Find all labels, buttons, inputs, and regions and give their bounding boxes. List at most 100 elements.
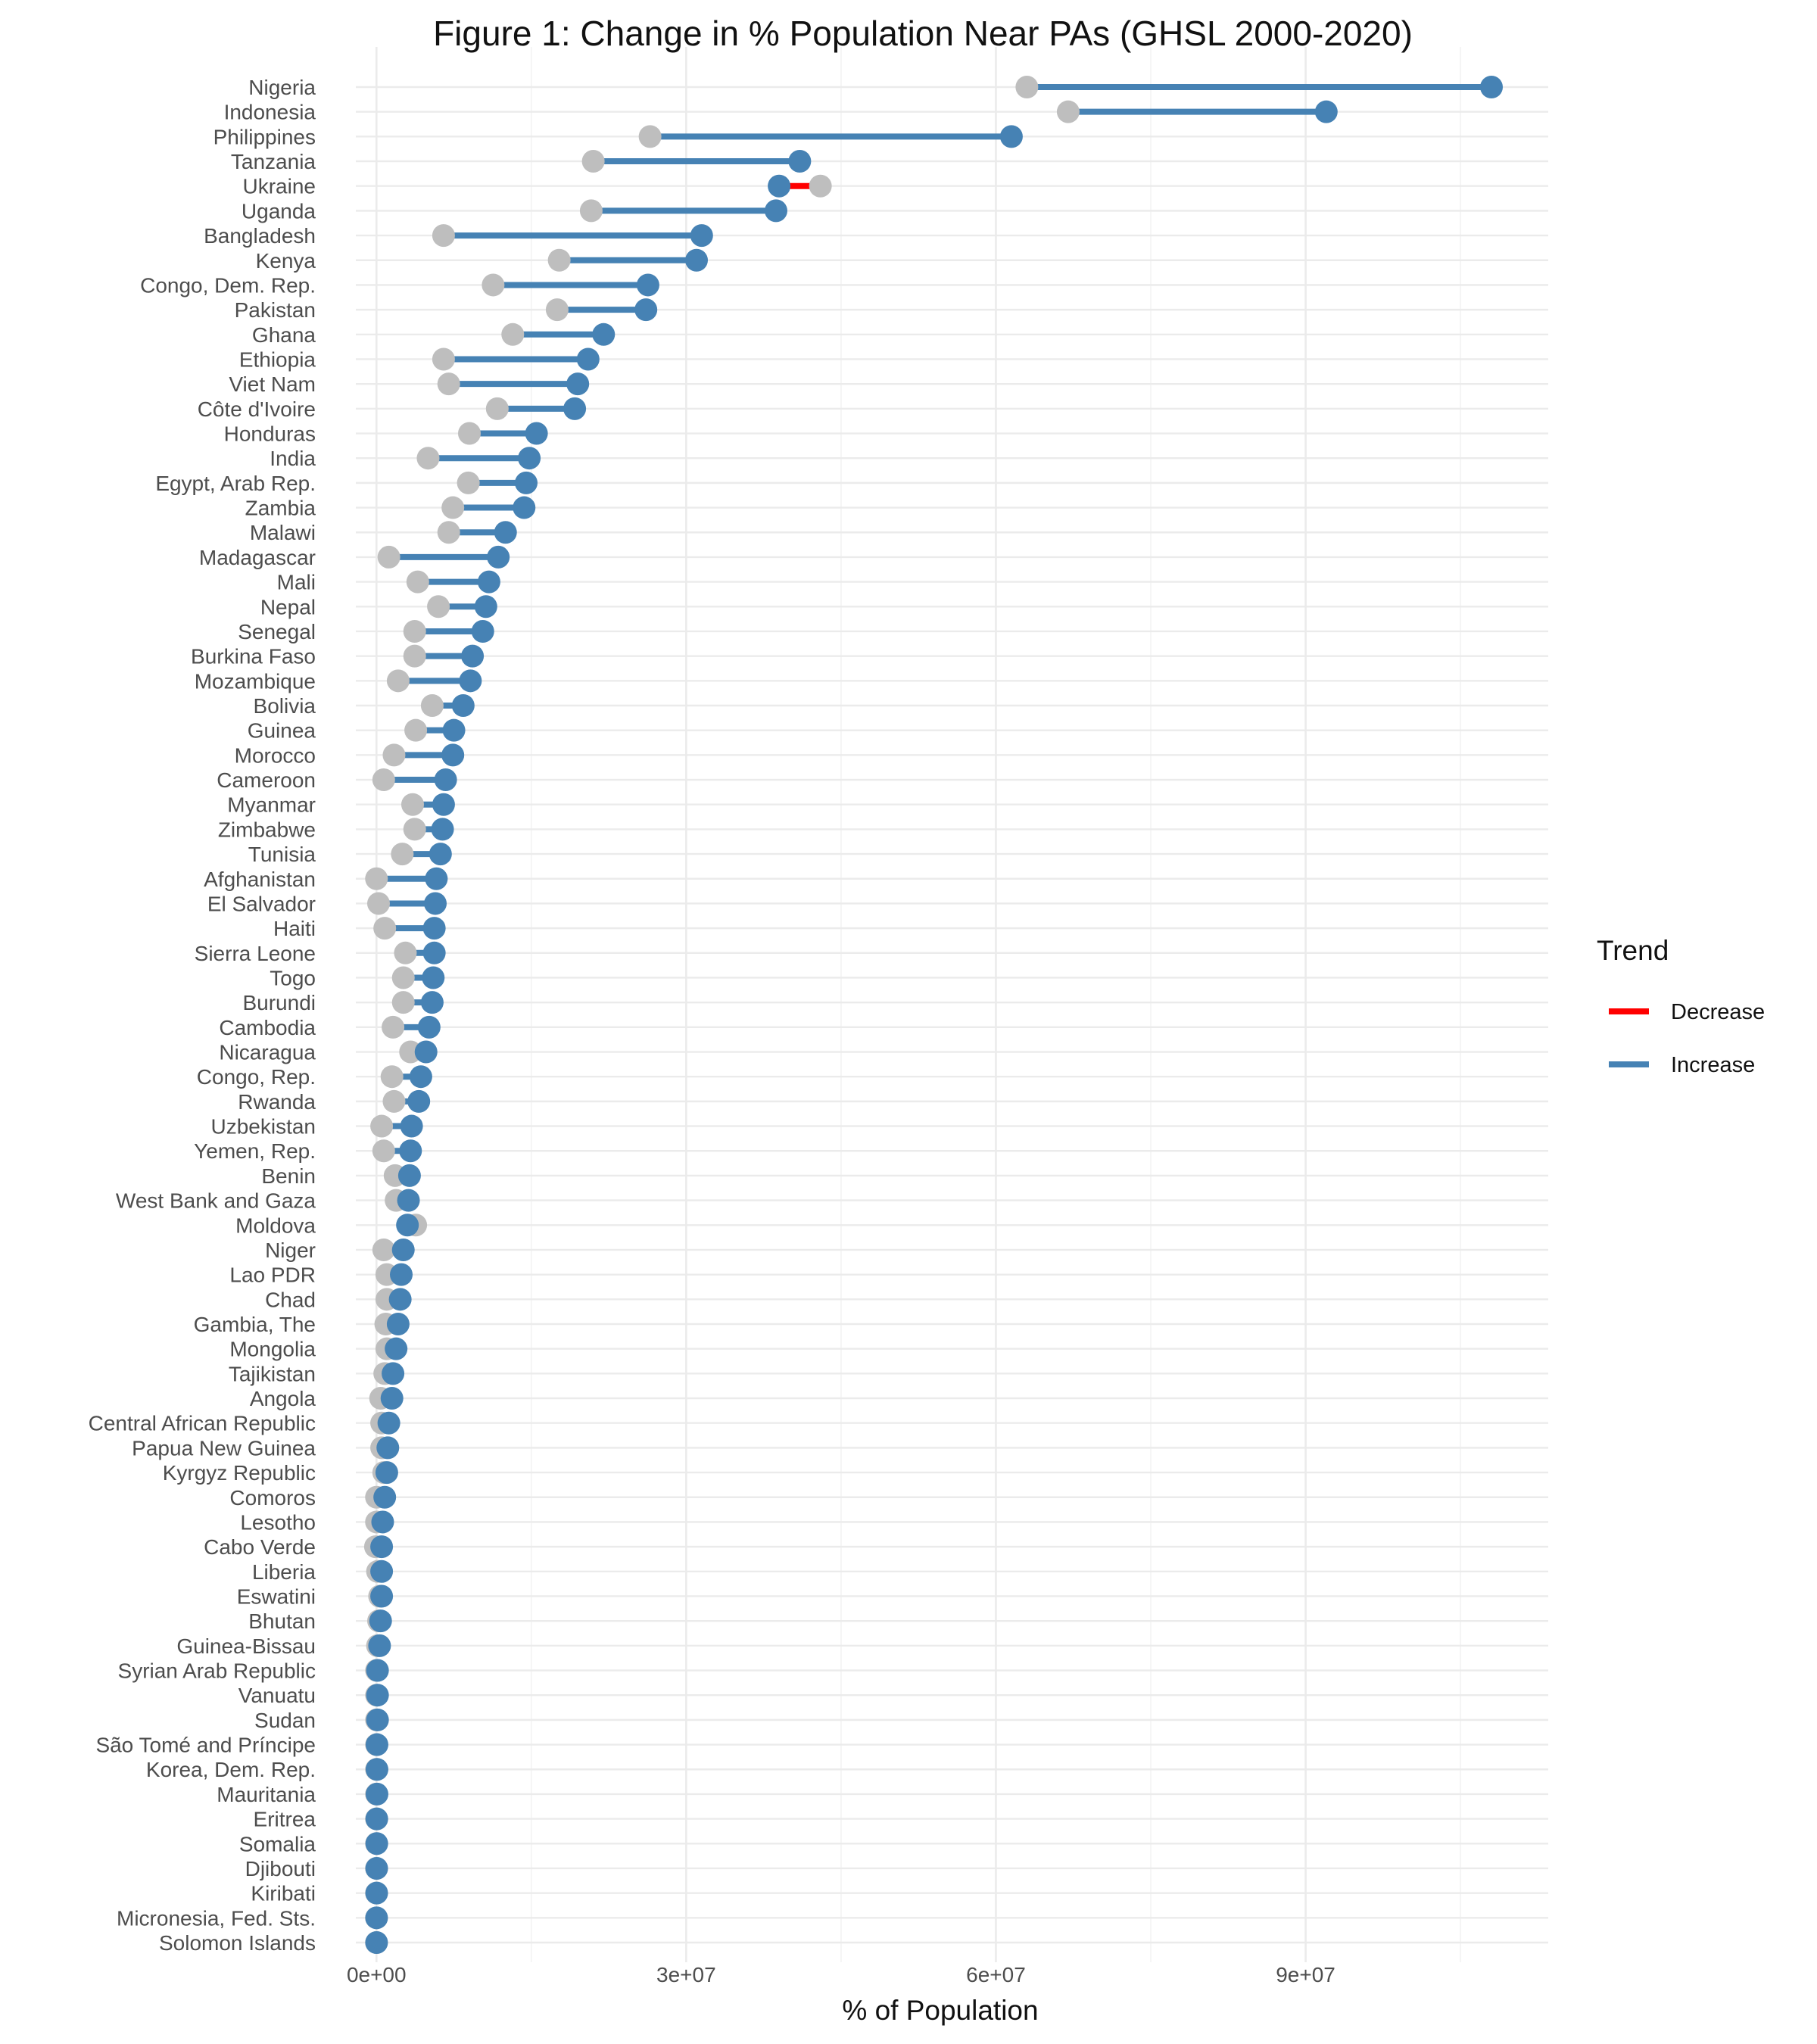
end-point [563, 397, 587, 420]
country-label: Yemen, Rep. [194, 1139, 316, 1163]
start-point [372, 768, 395, 792]
end-point [459, 669, 482, 693]
start-point [367, 892, 390, 915]
end-point [685, 248, 708, 272]
end-point [369, 1609, 392, 1633]
country-label: Guinea [248, 719, 316, 743]
end-point [441, 743, 465, 767]
start-point [457, 471, 480, 494]
start-point [401, 793, 424, 816]
end-point [375, 1461, 398, 1485]
end-point [366, 1708, 389, 1731]
end-point [765, 199, 787, 223]
end-point [365, 1881, 388, 1905]
country-label: Senegal [238, 620, 316, 643]
end-point [391, 1238, 415, 1261]
end-point [424, 892, 447, 915]
end-point [365, 1807, 388, 1831]
end-point [380, 1387, 404, 1410]
end-point [373, 1485, 397, 1509]
country-label: Bhutan [248, 1609, 316, 1633]
country-label: Burundi [242, 991, 316, 1014]
end-point [390, 1263, 413, 1286]
country-label: Congo, Rep. [197, 1065, 316, 1089]
country-label: Honduras [224, 422, 316, 446]
x-tick-label: 6e+07 [966, 1963, 1026, 1986]
end-point [442, 718, 466, 742]
country-label: Benin [261, 1164, 316, 1188]
country-label: Egypt, Arab Rep. [155, 472, 316, 495]
country-label: Haiti [273, 917, 316, 940]
country-label: Lao PDR [229, 1263, 316, 1287]
country-label: Cambodia [219, 1016, 316, 1039]
start-point [382, 1015, 405, 1039]
end-point [376, 1436, 400, 1460]
end-point [417, 1015, 441, 1039]
end-point [422, 917, 446, 940]
country-label: Micronesia, Fed. Sts. [117, 1906, 316, 1930]
country-label: Congo, Dem. Rep. [140, 273, 316, 297]
end-point [382, 1362, 405, 1385]
legend-title: Trend [1597, 935, 1669, 966]
start-point [382, 1089, 406, 1113]
legend-label: Decrease [1671, 1000, 1765, 1024]
country-label: Liberia [252, 1560, 316, 1584]
start-point [547, 248, 571, 272]
country-label: Lesotho [240, 1510, 316, 1534]
country-label: Morocco [235, 743, 316, 767]
country-label: Myanmar [227, 793, 316, 817]
start-point [391, 991, 415, 1014]
country-label: Indonesia [224, 101, 316, 124]
end-point [768, 174, 791, 198]
country-label: Uganda [242, 199, 316, 223]
end-point [788, 150, 812, 173]
country-label: Sierra Leone [195, 942, 316, 965]
start-point [373, 917, 397, 940]
country-label: Togo [270, 966, 316, 989]
country-label: Sudan [254, 1709, 316, 1732]
end-point [422, 941, 446, 964]
end-point [425, 867, 448, 890]
country-label: Mozambique [195, 669, 316, 693]
start-point [420, 694, 444, 717]
end-point [370, 1535, 394, 1559]
start-point [382, 743, 406, 767]
country-label: West Bank and Gaza [116, 1189, 316, 1213]
end-point [400, 1114, 423, 1138]
country-label: Nigeria [248, 76, 316, 99]
end-point [1480, 76, 1503, 98]
end-point [451, 694, 475, 717]
end-point-layer [365, 76, 1503, 1954]
end-point [429, 843, 452, 866]
country-label: Bangladesh [204, 224, 316, 248]
end-point [634, 298, 658, 322]
start-point [403, 644, 426, 668]
start-point [416, 447, 440, 470]
country-label: Zimbabwe [218, 818, 316, 841]
country-label: Guinea-Bissau [176, 1634, 316, 1658]
start-point [485, 397, 509, 420]
country-label: El Salvador [207, 892, 316, 915]
start-point [403, 619, 426, 643]
end-point [385, 1337, 408, 1360]
country-label: Ukraine [243, 175, 316, 198]
start-point [1056, 100, 1080, 123]
country-label: Moldova [235, 1214, 316, 1237]
country-label: Kiribati [251, 1882, 316, 1905]
end-point [1314, 100, 1338, 123]
chart-title: Figure 1: Change in % Population Near PA… [433, 14, 1413, 53]
start-point [501, 322, 525, 346]
country-label: Mali [277, 571, 316, 594]
end-point [370, 1584, 394, 1608]
end-point [377, 1411, 400, 1435]
country-label: Côte d'Ivoire [198, 397, 316, 421]
country-label: Mongolia [229, 1338, 316, 1361]
country-label: Madagascar [199, 546, 316, 569]
country-label: Somalia [239, 1832, 316, 1855]
country-label: Ghana [252, 323, 316, 347]
start-point [432, 347, 455, 371]
end-point [365, 1733, 388, 1756]
start-point [391, 843, 414, 866]
end-point [461, 644, 485, 668]
